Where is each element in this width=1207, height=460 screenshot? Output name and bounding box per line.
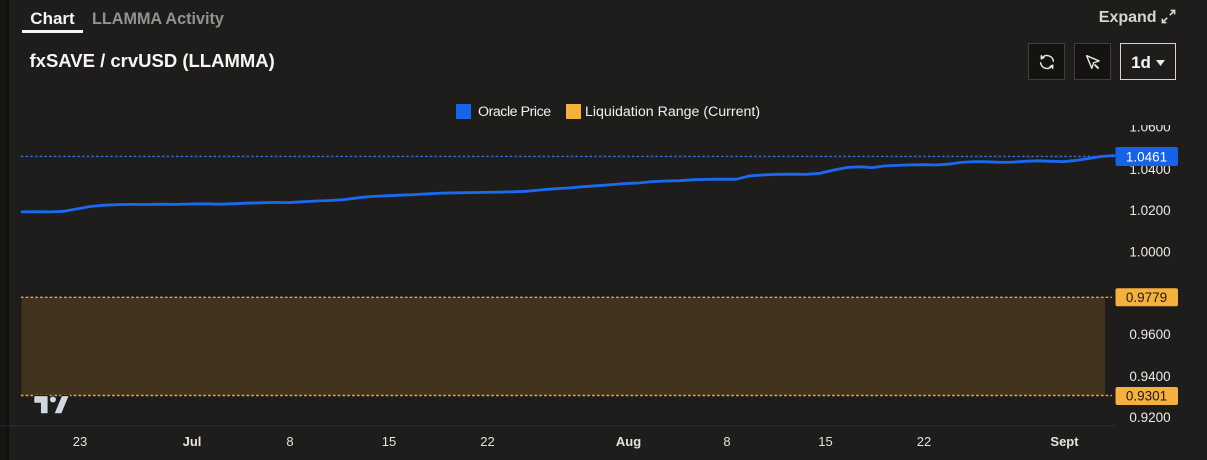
svg-text:15: 15: [382, 434, 396, 449]
svg-text:0.9600: 0.9600: [1129, 327, 1170, 342]
svg-text:22: 22: [480, 434, 494, 449]
svg-text:1.0461: 1.0461: [1126, 149, 1167, 164]
svg-text:Aug: Aug: [616, 434, 641, 449]
svg-text:1.0600: 1.0600: [1129, 125, 1170, 135]
svg-text:8: 8: [286, 434, 293, 449]
svg-text:0.9200: 0.9200: [1129, 410, 1170, 425]
svg-text:0.9301: 0.9301: [1126, 389, 1167, 404]
svg-text:1.0200: 1.0200: [1129, 203, 1170, 218]
svg-text:1.0000: 1.0000: [1129, 244, 1170, 259]
svg-text:Jul: Jul: [183, 434, 202, 449]
svg-text:22: 22: [917, 434, 931, 449]
svg-text:0.9779: 0.9779: [1126, 290, 1167, 305]
svg-text:Sept: Sept: [1050, 434, 1079, 449]
svg-text:8: 8: [723, 434, 730, 449]
svg-text:15: 15: [818, 434, 832, 449]
svg-text:23: 23: [73, 434, 87, 449]
svg-text:0.9400: 0.9400: [1129, 369, 1170, 384]
